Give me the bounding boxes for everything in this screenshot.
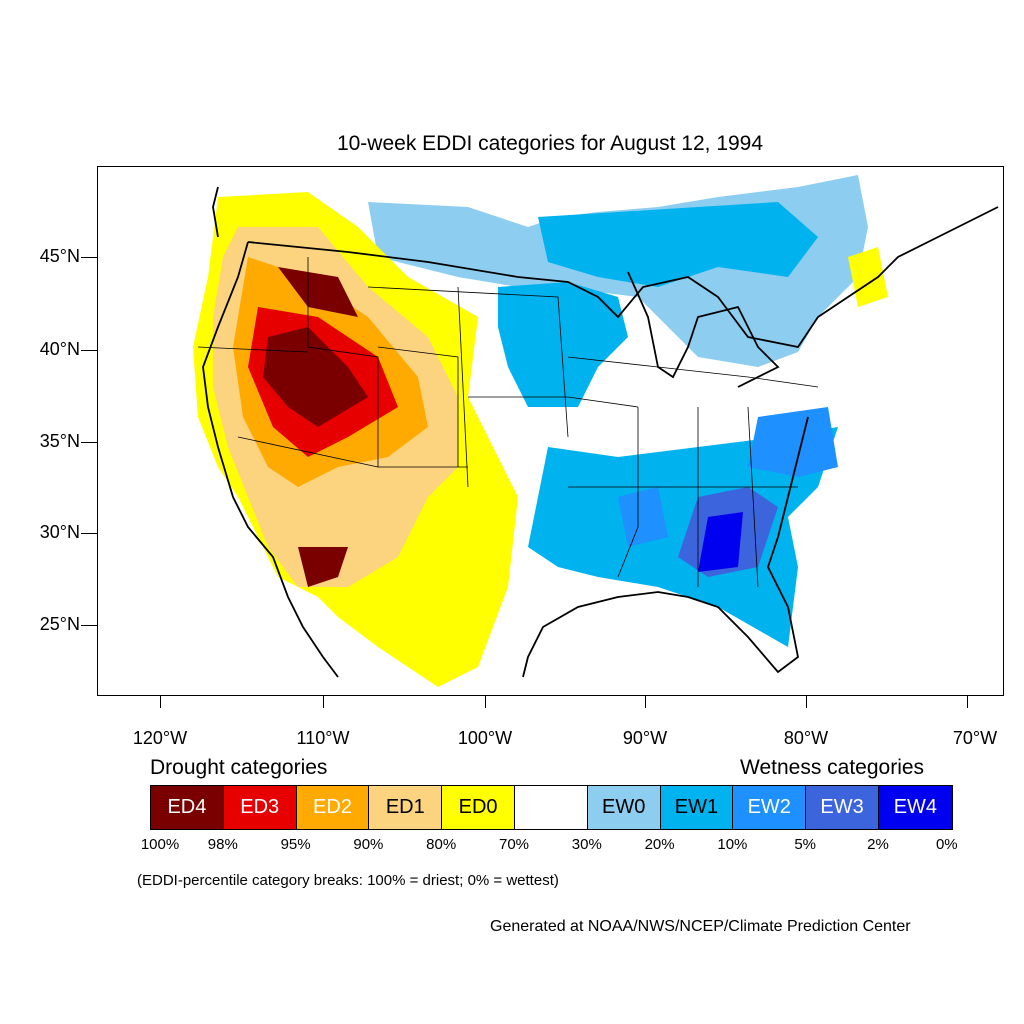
percent-break-label: 90% (353, 836, 384, 853)
wetness-heading: Wetness categories (740, 756, 925, 779)
lat-tick-45 (81, 257, 97, 258)
category-colorbar: ED4 ED3 ED2 ED1 ED0 EW0 EW1 EW2 EW3 EW4 (150, 785, 953, 830)
lat-label-30: 30°N (39, 522, 80, 542)
legend-cell-ew0: EW0 (587, 786, 661, 829)
lat-tick-35 (81, 442, 97, 443)
lon-label-80: 80°W (783, 728, 829, 748)
legend-cell-ed0: ED0 (442, 786, 515, 829)
lat-tick-25 (81, 625, 97, 626)
percent-break-label: 10% (717, 836, 748, 853)
lat-label-35: 35°N (39, 431, 80, 451)
legend-cell-ew4: EW4 (878, 786, 952, 829)
percent-break-label: 0% (935, 836, 958, 853)
lon-label-110: 110°W (296, 728, 350, 748)
state-boundaries (197, 257, 819, 588)
lon-label-100: 100°W (457, 728, 513, 748)
lon-label-70: 70°W (952, 728, 998, 748)
lat-label-25: 25°N (39, 614, 80, 634)
percent-break-label: 70% (498, 836, 530, 853)
eddi-map-canvas (193, 175, 999, 687)
coastline (202, 186, 999, 678)
lat-tick-40 (81, 350, 97, 351)
legend-cell-neutral (514, 786, 588, 829)
percent-break-label: 20% (644, 836, 675, 853)
percent-break-label: 5% (794, 836, 817, 853)
percent-break-label: 100% (140, 836, 180, 853)
lon-tick-70 (967, 696, 968, 708)
legend-cell-ed1: ED1 (369, 786, 443, 829)
legend-cell-ew1: EW1 (660, 786, 734, 829)
legend-cell-ed2: ED2 (296, 786, 370, 829)
lon-tick-90 (645, 696, 646, 708)
lat-label-45: 45°N (39, 246, 80, 266)
percent-break-label: 80% (426, 836, 457, 853)
lon-label-120: 120°W (132, 728, 188, 748)
legend-cell-ew3: EW3 (806, 786, 879, 829)
percent-break-label: 2% (867, 836, 889, 853)
credit-line: Generated at NOAA/NWS/NCEP/Climate Predi… (490, 918, 911, 935)
map-title: 10-week EDDI categories for August 12, 1… (336, 132, 764, 155)
legend-cell-ed4: ED4 (151, 786, 224, 829)
lat-tick-30 (81, 533, 97, 534)
eddi-map (97, 166, 1004, 696)
percent-break-label: 30% (571, 836, 602, 853)
percent-break-label: 98% (207, 836, 238, 853)
legend-cell-ew2: EW2 (733, 786, 807, 829)
lon-tick-100 (485, 696, 486, 708)
percent-break-label: 95% (280, 836, 311, 853)
drought-heading: Drought categories (150, 756, 328, 779)
lon-label-90: 90°W (622, 728, 668, 748)
category-note: (EDDI-percentile category breaks: 100% =… (137, 872, 559, 889)
drought-regions (193, 192, 888, 687)
lon-tick-80 (806, 696, 807, 708)
lon-tick-120 (160, 696, 161, 708)
lon-tick-110 (323, 696, 324, 708)
lat-label-40: 40°N (39, 339, 80, 359)
legend-cell-ed3: ED3 (223, 786, 297, 829)
